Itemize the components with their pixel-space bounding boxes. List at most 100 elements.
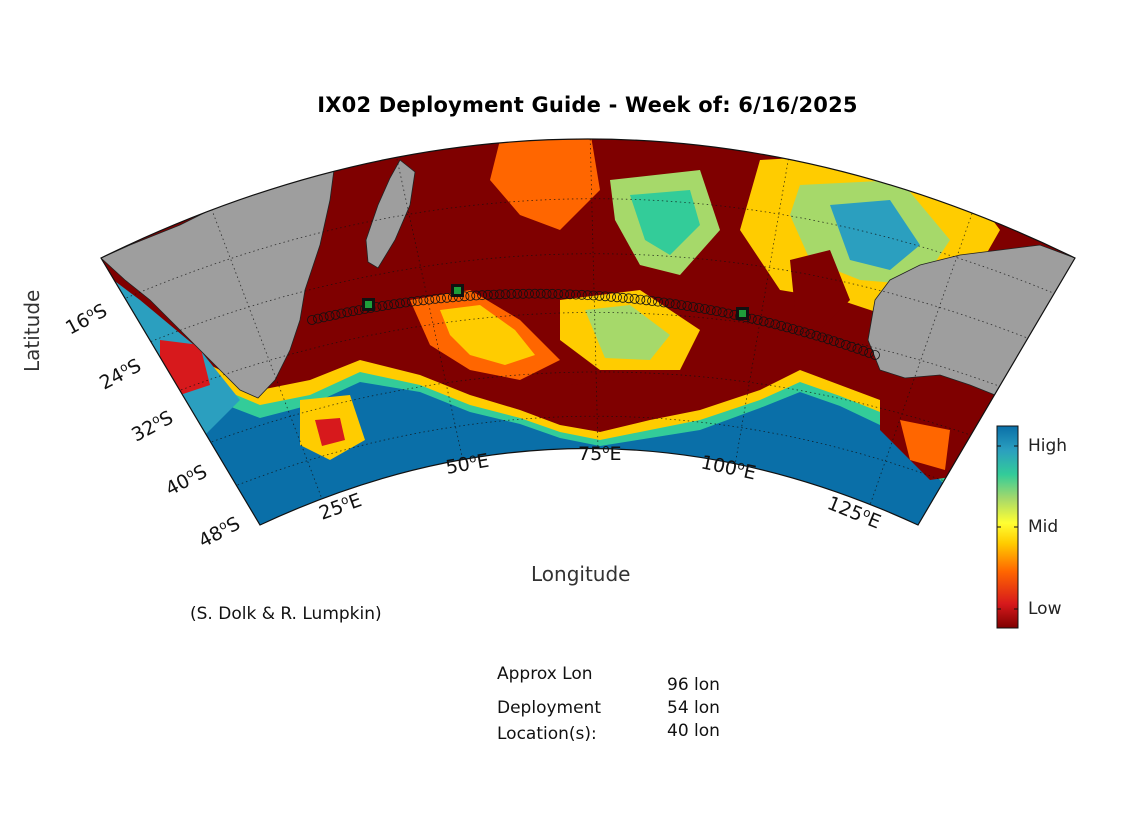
patch-west-mid-inner: [440, 305, 535, 365]
track-point: [518, 288, 528, 299]
credit-text: (S. Dolk & R. Lumpkin): [190, 604, 382, 624]
track-point: [389, 299, 400, 310]
colorbar-label-mid: Mid: [1028, 517, 1059, 537]
track-point: [629, 293, 640, 304]
track-point: [700, 304, 710, 314]
track-point: [711, 306, 722, 317]
track-point: [441, 292, 452, 303]
info-label-line3: Location(s):: [497, 724, 597, 744]
patch-east-low: [790, 250, 850, 330]
colorbar-label-high: High: [1028, 436, 1068, 456]
lat-tick-32: 32oS: [128, 406, 177, 447]
track-point: [418, 295, 429, 306]
track-point: [647, 296, 657, 306]
track-point: [705, 305, 716, 316]
track-point: [412, 296, 423, 306]
track-point: [793, 325, 804, 336]
track-point: [770, 319, 781, 330]
colorbar-label-low: Low: [1028, 599, 1062, 619]
track-point: [406, 296, 417, 307]
track-point: [682, 301, 693, 311]
lat-tick-24: 24oS: [96, 354, 145, 395]
lon-tick-50: 50oE: [444, 449, 491, 479]
track-point: [782, 322, 792, 333]
track-point: [576, 289, 587, 300]
track-point: [764, 317, 775, 328]
track-point: [512, 288, 523, 299]
patch-australia-south-orange: [900, 420, 950, 470]
track-point: [676, 300, 687, 311]
track-point: [776, 320, 787, 331]
track-point: [852, 343, 863, 354]
track-point: [471, 290, 482, 301]
track-point: [606, 291, 616, 302]
lat-tick-48: 48oS: [195, 512, 244, 553]
land-madagascar: [365, 159, 416, 269]
track-point: [336, 308, 347, 319]
track-point: [588, 290, 599, 301]
track-point: [307, 315, 317, 325]
track-point: [553, 289, 564, 299]
track-point: [465, 290, 476, 301]
track-point: [788, 324, 798, 334]
track-point: [330, 309, 341, 320]
track-point: [659, 297, 669, 308]
track-point: [530, 288, 540, 299]
track-point: [582, 290, 593, 301]
track-point: [758, 316, 769, 327]
track-point: [312, 313, 323, 324]
track-point: [834, 338, 845, 348]
track-point: [858, 345, 869, 356]
deployment-lon-2: 54 lon: [667, 698, 720, 718]
track-point: [600, 291, 611, 302]
track-point: [811, 330, 822, 341]
track-point: [524, 288, 534, 299]
x-axis-label: Longitude: [531, 562, 631, 586]
lon-tick-75: 75oE: [578, 442, 622, 465]
track-point: [612, 292, 622, 303]
track-point: [717, 307, 728, 318]
track-point: [436, 293, 446, 304]
track-point: [752, 315, 763, 325]
track-point: [482, 289, 493, 300]
track-point: [324, 311, 335, 321]
track-point: [571, 289, 581, 300]
track-point: [547, 288, 558, 299]
deployment-info-values: 96 lon 54 lon 40 lon: [667, 674, 720, 743]
track-point: [799, 327, 810, 338]
figure-title: IX02 Deployment Guide - Week of: 6/16/20…: [317, 93, 858, 117]
track-point: [723, 308, 734, 319]
track-point: [864, 347, 874, 358]
track-point: [559, 289, 570, 300]
patch-north-central: [490, 139, 600, 230]
track-point: [805, 328, 816, 339]
track-point: [694, 303, 704, 313]
track-point: [565, 289, 575, 300]
track-point: [688, 302, 699, 312]
track-point: [823, 334, 833, 345]
info-label-line2: Deployment: [497, 698, 601, 718]
track-point: [342, 307, 353, 318]
deployment-marker-3: [736, 307, 749, 320]
track-point: [477, 290, 488, 301]
track-point: [506, 289, 517, 299]
colorbar-ticks: [997, 445, 1018, 610]
track-point: [348, 306, 359, 317]
track-point: [670, 299, 681, 310]
deployment-marker-1: [362, 298, 375, 311]
track-point: [641, 295, 652, 306]
patch-central-green-core: [630, 190, 700, 255]
deployment-info-labels: Approx Lon Deployment Location(s):: [497, 663, 601, 746]
lat-tick-16: 16oS: [62, 299, 111, 340]
track-point: [383, 300, 394, 311]
ocean-field: [101, 139, 1075, 525]
track-point: [817, 332, 828, 343]
track-point: [635, 294, 646, 305]
graticule: [109, 139, 1071, 521]
patch-south-red-eddy: [570, 380, 630, 425]
track-point: [829, 336, 839, 347]
map-frame: [100, 138, 1076, 526]
info-label-line1: Approx Lon: [497, 664, 593, 684]
